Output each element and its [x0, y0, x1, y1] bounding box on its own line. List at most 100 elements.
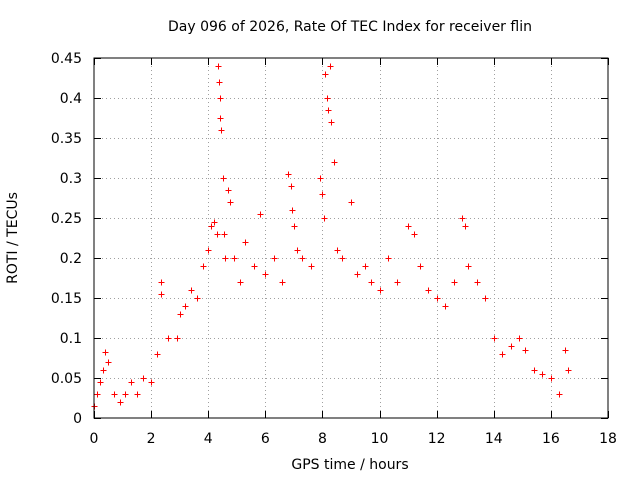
- scatter-point: [548, 375, 555, 382]
- scatter-point: [325, 107, 332, 114]
- y-tick-label: 0.45: [51, 51, 82, 67]
- scatter-point: [177, 311, 184, 318]
- scatter-point: [182, 303, 189, 310]
- scatter-point: [158, 291, 165, 298]
- scatter-point: [425, 287, 432, 294]
- x-tick-labels: 0 2 4 6 8 10 12 14 16 18: [90, 431, 617, 447]
- scatter-point: [158, 279, 165, 286]
- x-tick-label: 2: [147, 431, 156, 447]
- scatter-point: [288, 183, 295, 190]
- scatter-point: [208, 223, 215, 230]
- scatter-point: [294, 247, 301, 254]
- scatter-point: [322, 71, 329, 78]
- x-axis-label: GPS time / hours: [291, 457, 408, 473]
- y-tick-label: 0.05: [51, 371, 82, 387]
- scatter-point: [465, 263, 472, 270]
- scatter-point: [242, 239, 249, 246]
- scatter-point: [299, 255, 306, 262]
- scatter-point: [516, 335, 523, 342]
- scatter-point: [215, 63, 222, 70]
- y-tick-label: 0.25: [51, 211, 82, 227]
- scatter-point: [394, 279, 401, 286]
- scatter-point: [217, 115, 224, 122]
- scatter-point: [327, 63, 334, 70]
- scatter-point: [237, 279, 244, 286]
- scatter-point: [225, 187, 232, 194]
- y-tick-label: 0.2: [60, 251, 82, 267]
- scatter-point: [227, 199, 234, 206]
- scatter-point: [385, 255, 392, 262]
- scatter-point: [271, 255, 278, 262]
- scatter-point: [211, 219, 218, 226]
- scatter-point: [539, 371, 546, 378]
- points-layer: [91, 63, 572, 410]
- scatter-point: [128, 379, 135, 386]
- scatter-point: [417, 263, 424, 270]
- scatter-point: [334, 247, 341, 254]
- scatter-point: [174, 335, 181, 342]
- scatter-point: [411, 231, 418, 238]
- scatter-point: [251, 263, 258, 270]
- scatter-point: [221, 231, 228, 238]
- scatter-point: [321, 215, 328, 222]
- scatter-point: [262, 271, 269, 278]
- scatter-point: [257, 211, 264, 218]
- scatter-point: [205, 247, 212, 254]
- scatter-point: [279, 279, 286, 286]
- scatter-point: [291, 223, 298, 230]
- y-tick-label: 0.35: [51, 131, 82, 147]
- scatter-point: [117, 399, 124, 406]
- scatter-point: [565, 367, 572, 374]
- scatter-point: [459, 215, 466, 222]
- scatter-point: [100, 367, 107, 374]
- scatter-point: [482, 295, 489, 302]
- y-tick-label: 0.1: [60, 331, 82, 347]
- scatter-point: [97, 379, 104, 386]
- scatter-point: [331, 159, 338, 166]
- scatter-point: [217, 95, 224, 102]
- x-tick-label: 8: [318, 431, 327, 447]
- scatter-point: [140, 375, 147, 382]
- chart-title: Day 096 of 2026, Rate Of TEC Index for r…: [168, 19, 532, 35]
- scatter-point: [285, 171, 292, 178]
- scatter-point: [451, 279, 458, 286]
- scatter-point: [134, 391, 141, 398]
- scatter-point: [214, 231, 221, 238]
- scatter-point: [434, 295, 441, 302]
- scatter-point: [319, 191, 326, 198]
- scatter-point: [148, 379, 155, 386]
- scatter-point: [154, 351, 161, 358]
- scatter-point: [362, 263, 369, 270]
- y-tick-label: 0: [73, 411, 82, 427]
- scatter-point: [474, 279, 481, 286]
- scatter-point: [508, 343, 515, 350]
- scatter-point: [165, 335, 172, 342]
- scatter-point: [218, 127, 225, 134]
- x-tick-label: 16: [542, 431, 560, 447]
- plot-frame: [93, 57, 609, 419]
- scatter-point: [289, 207, 296, 214]
- scatter-point: [531, 367, 538, 374]
- scatter-point: [220, 175, 227, 182]
- scatter-point: [324, 95, 331, 102]
- x-tick-label: 0: [90, 431, 99, 447]
- x-tick-label: 4: [204, 431, 213, 447]
- scatter-point: [562, 347, 569, 354]
- y-axis-label: ROTI / TECUs: [5, 192, 21, 284]
- scatter-point: [94, 391, 101, 398]
- scatter-point: [222, 255, 229, 262]
- scatter-point: [405, 223, 412, 230]
- ticks-layer: [94, 58, 609, 419]
- x-tick-label: 6: [261, 431, 270, 447]
- scatter-point: [231, 255, 238, 262]
- scatter-point: [354, 271, 361, 278]
- scatter-point: [102, 349, 109, 356]
- scatter-point: [348, 199, 355, 206]
- scatter-point: [216, 79, 223, 86]
- x-tick-label: 14: [485, 431, 503, 447]
- y-tick-label: 0.15: [51, 291, 82, 307]
- scatter-point: [328, 119, 335, 126]
- scatter-point: [122, 391, 129, 398]
- grid-layer: [94, 58, 608, 418]
